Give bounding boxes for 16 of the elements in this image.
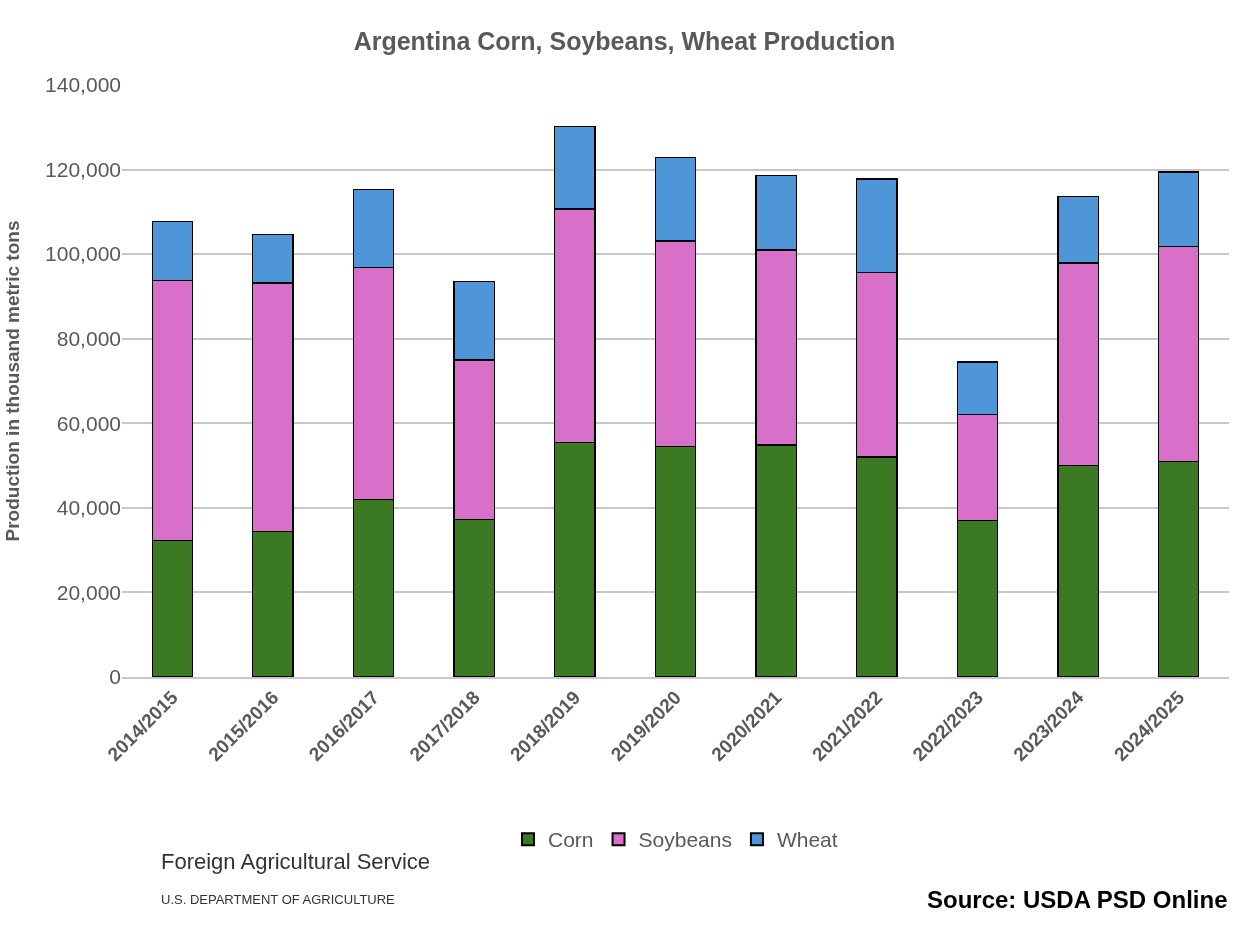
legend-label: Wheat: [776, 828, 838, 852]
y-tick-label: 0: [109, 665, 121, 689]
y-tick-label: 100,000: [45, 242, 121, 266]
y-tick-label: 80,000: [56, 327, 121, 351]
legend-label: Corn: [548, 828, 594, 852]
legend-label: Soybeans: [638, 828, 732, 852]
y-axis-title: Production in thousand metric tons: [1, 220, 23, 542]
y-tick-label: 120,000: [45, 157, 121, 181]
source-note: Source: USDA PSD Online: [927, 886, 1228, 913]
y-tick-label: 140,000: [45, 73, 121, 97]
y-tick-label: 20,000: [56, 580, 121, 604]
text: Foreign Agricultural Service: [161, 849, 431, 874]
y-tick-label: 60,000: [56, 411, 121, 435]
chart-title: Argentina Corn, Soybeans, Wheat Production: [353, 27, 896, 56]
y-tick-label: 40,000: [56, 496, 121, 520]
text: U.S. DEPARTMENT OF AGRICULTURE: [161, 892, 396, 907]
